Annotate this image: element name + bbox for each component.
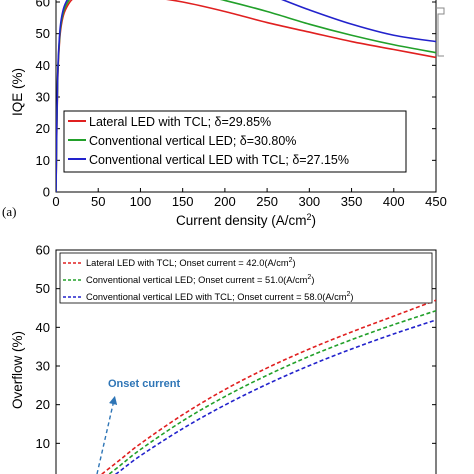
iqe-y-tick-label: 20 bbox=[36, 121, 50, 136]
overflow-y-tick-label: 50 bbox=[36, 281, 50, 296]
overflow-ticks: 10 20 30 40 50 60 bbox=[36, 243, 436, 451]
iqe-x-tick-label: 250 bbox=[256, 194, 278, 209]
iqe-x-tick-label: 350 bbox=[341, 194, 363, 209]
overflow-series-line-2 bbox=[114, 319, 436, 474]
overflow-y-tick-label: 10 bbox=[36, 436, 50, 451]
iqe-legend: Lateral LED with TCL; δ=29.85% Conventio… bbox=[63, 110, 407, 173]
overflow-y-axis-title: Overflow (%) bbox=[10, 331, 25, 409]
iqe-legend-box bbox=[63, 110, 407, 173]
iqe-x-tick-label: 450 bbox=[425, 194, 447, 209]
overflow-legend: Lateral LED with TCL; Onset current = 42… bbox=[59, 252, 433, 304]
iqe-legend-label-1: Conventional vertical LED; δ=30.80% bbox=[89, 134, 296, 148]
overflow-legend-label-1: Conventional vertical LED; Onset current… bbox=[86, 274, 314, 285]
iqe-y-tick-label: 10 bbox=[36, 153, 50, 168]
onset-current-annotation: Onset current bbox=[108, 378, 180, 390]
iqe-y-tick-label: 50 bbox=[36, 26, 50, 41]
iqe-x-tick-label: 200 bbox=[214, 194, 236, 209]
overflow-chart: 10 20 30 40 50 60 Lateral LED with TCL; Onset… bbox=[10, 243, 437, 474]
overflow-y-tick-label: 60 bbox=[36, 243, 50, 258]
onset-current-arrow bbox=[96, 395, 118, 474]
inset-fragment bbox=[436, 7, 445, 57]
overflow-y-tick-label: 40 bbox=[36, 320, 50, 335]
iqe-chart: 0 50 100 150 200 250 300 350 400 450 0 10 20 30 40 50 60… bbox=[2, 0, 447, 228]
overflow-y-tick-label: 20 bbox=[36, 397, 50, 412]
iqe-legend-label-0: Lateral LED with TCL; δ=29.85% bbox=[89, 115, 271, 129]
iqe-x-tick-label: 100 bbox=[130, 194, 152, 209]
iqe-y-tick-label: 30 bbox=[36, 90, 50, 105]
overflow-series-line-0 bbox=[100, 299, 436, 474]
iqe-series-lines bbox=[56, 0, 436, 192]
iqe-ticks: 0 50 100 150 200 250 300 350 400 450 0 10 20 30 40 50 60 bbox=[36, 0, 447, 209]
iqe-y-tick-label: 40 bbox=[36, 58, 50, 73]
iqe-x-tick-label: 150 bbox=[172, 194, 194, 209]
iqe-y-tick-label: 0 bbox=[43, 185, 50, 200]
iqe-x-axis-title: Current density (A/cm2) bbox=[176, 212, 316, 228]
iqe-legend-label-2: Conventional vertical LED with TCL; δ=27… bbox=[89, 153, 349, 167]
overflow-legend-box bbox=[59, 252, 433, 304]
iqe-x-tick-label: 400 bbox=[383, 194, 405, 209]
iqe-y-axis-title: IQE (%) bbox=[10, 68, 25, 116]
iqe-x-tick-label: 0 bbox=[52, 194, 59, 209]
iqe-y-tick-label: 60 bbox=[36, 0, 50, 10]
iqe-x-tick-label: 50 bbox=[91, 194, 105, 209]
iqe-x-tick-label: 300 bbox=[298, 194, 320, 209]
panel-label-a: (a) bbox=[2, 204, 16, 219]
overflow-y-tick-label: 30 bbox=[36, 359, 50, 374]
overflow-series-lines bbox=[100, 299, 436, 474]
overflow-legend-label-0: Lateral LED with TCL; Onset current = 42… bbox=[86, 257, 296, 268]
overflow-series-line-1 bbox=[108, 309, 436, 474]
overflow-legend-label-2: Conventional vertical LED with TCL; Onse… bbox=[86, 291, 354, 302]
iqe-series-line-2 bbox=[56, 0, 436, 192]
